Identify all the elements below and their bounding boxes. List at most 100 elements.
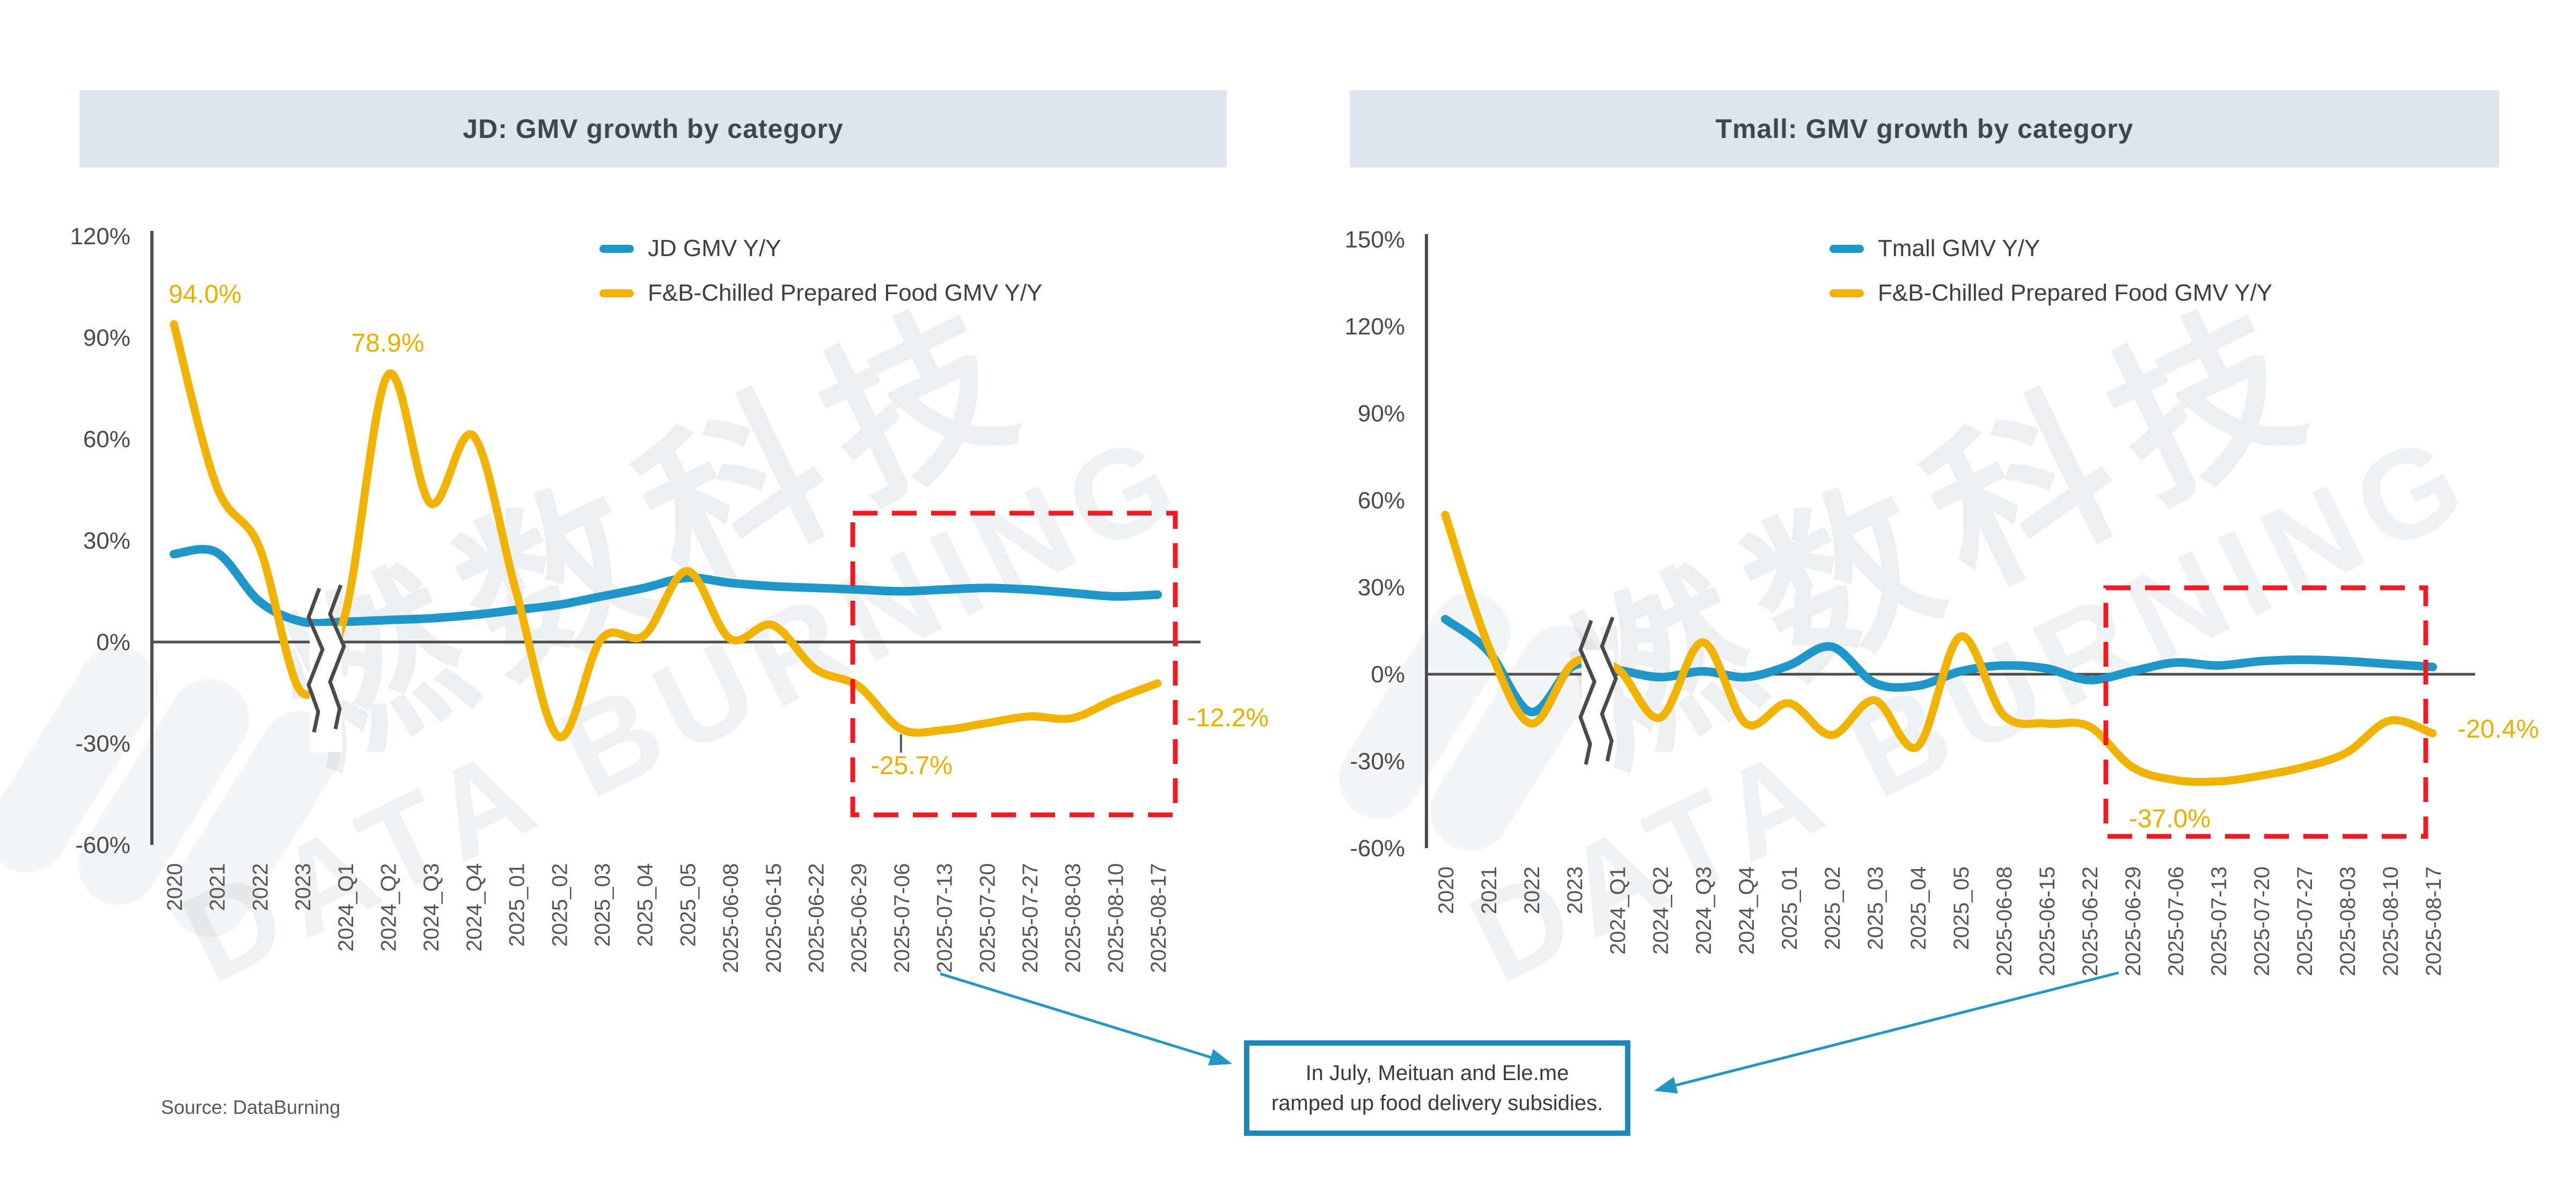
svg-text:2025-08-03: 2025-08-03 [2336,866,2360,976]
svg-text:2024_Q3: 2024_Q3 [420,863,443,952]
svg-text:2025-08-10: 2025-08-10 [2379,866,2403,976]
svg-text:-60%: -60% [1350,835,1405,862]
svg-text:30%: 30% [83,528,130,554]
chart-1: 150%120%90%60%30%0%-30%-60%2020 2021 2022 2… [1344,227,2539,976]
annotation-label: 78.9% [351,329,424,358]
annotation-label: 94.0% [169,280,241,309]
callout-line2: ramped up food delivery subsidies. [1271,1091,1604,1115]
svg-text:2025-07-27: 2025-07-27 [2293,866,2317,976]
legend-label: Tmall GMV Y/Y [1878,235,2040,261]
svg-text:30%: 30% [1358,574,1405,601]
svg-text:2025-07-06: 2025-07-06 [890,863,914,973]
svg-text:2025-06-29: 2025-06-29 [847,863,871,973]
svg-text:2025_04: 2025_04 [634,863,657,947]
svg-text:2023: 2023 [291,863,315,911]
svg-text:2025-07-13: 2025-07-13 [933,863,957,973]
svg-text:2024_Q1: 2024_Q1 [1606,866,1630,955]
annotations: -37.0% -20.4% [2129,715,2539,833]
svg-text:-30%: -30% [75,731,130,757]
svg-text:2025-08-17: 2025-08-17 [1147,863,1170,973]
svg-text:2025_05: 2025_05 [1950,866,1973,950]
svg-text:2020: 2020 [163,863,187,911]
svg-text:2024_Q3: 2024_Q3 [1692,866,1716,955]
svg-text:2023: 2023 [1563,866,1587,914]
svg-text:2025_05: 2025_05 [676,863,700,947]
source-note: Source: DataBurning [161,1096,341,1118]
svg-text:2024_Q4: 2024_Q4 [463,863,486,952]
svg-text:2025-06-15: 2025-06-15 [762,863,786,973]
svg-text:90%: 90% [1358,400,1405,427]
chart-title-banner-tmall: Tmall: GMV growth by category [1350,90,2499,167]
svg-text:2025-06-22: 2025-06-22 [2079,866,2102,976]
svg-text:2025-07-20: 2025-07-20 [976,863,999,973]
svg-text:2024_Q2: 2024_Q2 [1649,866,1673,955]
legend-item: F&B-Chilled Prepared Food GMV Y/Y [1829,280,2273,306]
legend-marker-blue [599,244,634,253]
svg-text:2024_Q2: 2024_Q2 [377,863,401,952]
y-axis-labels: 120% 90% 60% 30% 0% -30% -60% [70,223,130,858]
svg-text:2025-07-27: 2025-07-27 [1019,863,1042,973]
chart-0: 120%90%60%30%0%-30%-60%2020 2021 2022 2023 2… [70,223,1269,973]
y-axis-labels: 150% 120% 90% 60% 30% 0% -30% -60% [1344,227,1405,862]
legend-item: F&B-Chilled Prepared Food GMV Y/Y [599,280,1043,306]
x-axis-labels: 2020 2021 2022 2023 2024_Q1 2024_Q2 2024_Q3 202… [1435,866,2446,976]
svg-text:2025_02: 2025_02 [548,863,572,947]
svg-text:2025-08-10: 2025-08-10 [1104,863,1128,973]
annotation-label: -20.4% [2457,715,2539,743]
annotation-label: -37.0% [2129,805,2211,833]
annotation-label: -12.2% [1187,704,1269,732]
legend-tmall: Tmall GMV Y/Y F&B-Chilled Prepared Food … [1829,235,2273,306]
callout-box: In July, Meituan and Ele.me ramped up fo… [1244,1040,1630,1136]
chart-title-banner-jd: JD: GMV growth by category [79,90,1227,167]
svg-text:2025-06-15: 2025-06-15 [2036,866,2059,976]
svg-text:2025-07-20: 2025-07-20 [2250,866,2274,976]
svg-text:2020: 2020 [1435,866,1458,914]
legend-marker-gold [599,289,634,297]
svg-text:2025_03: 2025_03 [591,863,614,947]
legend-label: JD GMV Y/Y [648,235,781,261]
svg-text:60%: 60% [1358,487,1405,514]
legend-item: Tmall GMV Y/Y [1829,235,2272,261]
svg-text:2024_Q1: 2024_Q1 [334,863,358,952]
svg-text:2025_04: 2025_04 [1907,866,1930,950]
axis-break [1578,616,1618,776]
chart-title-jd: JD: GMV growth by category [463,114,844,144]
svg-text:2021: 2021 [1477,866,1501,914]
x-axis-labels: 2020 2021 2022 2023 2024_Q1 2024_Q2 2024_Q3 202… [163,863,1170,973]
svg-text:2025-06-22: 2025-06-22 [805,863,829,973]
svg-text:0%: 0% [1371,661,1405,688]
svg-text:-60%: -60% [75,832,130,858]
svg-text:2022: 2022 [248,863,272,911]
annotations: 94.0% 78.9% -25.7% -12.2% [169,280,1269,780]
svg-text:2025-07-13: 2025-07-13 [2207,866,2231,976]
legend-item: JD GMV Y/Y [599,235,1042,261]
svg-text:90%: 90% [83,325,130,351]
svg-text:2024_Q4: 2024_Q4 [1735,866,1759,955]
svg-text:2025-06-29: 2025-06-29 [2121,866,2145,976]
legend-label: F&B-Chilled Prepared Food GMV Y/Y [648,280,1043,306]
svg-text:60%: 60% [83,426,130,453]
axis-break [306,584,346,752]
svg-text:2025_01: 2025_01 [506,863,529,947]
highlight-box [2103,585,2428,839]
svg-text:2025_01: 2025_01 [1778,866,1802,950]
legend-marker-gold [1829,289,1864,297]
legend-jd: JD GMV Y/Y F&B-Chilled Prepared Food GMV… [599,235,1043,306]
svg-text:2025-08-17: 2025-08-17 [2422,866,2446,976]
svg-text:2022: 2022 [1520,866,1544,914]
svg-text:150%: 150% [1344,227,1405,253]
svg-text:2025_02: 2025_02 [1821,866,1845,950]
svg-text:2025-06-08: 2025-06-08 [719,863,743,973]
svg-text:0%: 0% [96,629,130,655]
chart-title-tmall: Tmall: GMV growth by category [1715,114,2134,144]
svg-text:2025-08-03: 2025-08-03 [1062,863,1085,973]
svg-text:2021: 2021 [206,863,230,911]
svg-text:120%: 120% [70,223,130,250]
svg-text:-30%: -30% [1350,748,1405,775]
legend-marker-blue [1829,244,1864,253]
legend-label: F&B-Chilled Prepared Food GMV Y/Y [1878,280,2273,306]
callout-line1: In July, Meituan and Ele.me [1305,1061,1569,1085]
highlight-box [850,511,1178,818]
